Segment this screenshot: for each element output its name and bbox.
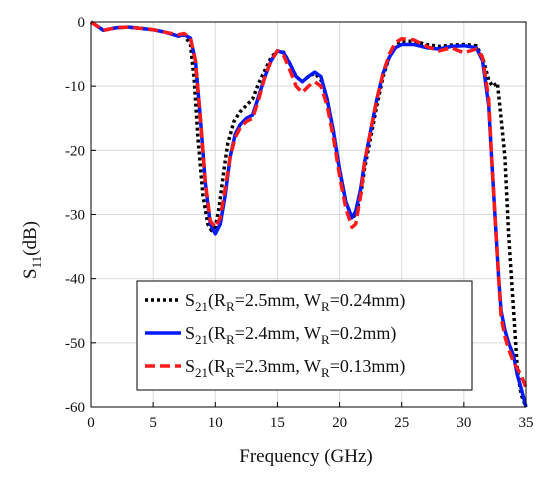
x-tick-label: 0 — [87, 415, 95, 431]
x-tick-label: 30 — [456, 415, 471, 431]
legend-text-part: R — [226, 299, 235, 314]
y-tick-label: -60 — [65, 400, 85, 416]
legend-text-part: (R — [208, 323, 226, 344]
legend-text-part: =2.3mm, W — [235, 356, 321, 376]
x-tick-label: 35 — [519, 415, 534, 431]
y-tick-label: -20 — [65, 143, 85, 159]
legend-text-part: =2.4mm, W — [235, 323, 321, 343]
legend-text-part: (R — [208, 356, 226, 377]
x-tick-label: 15 — [270, 415, 285, 431]
y-tick-label: -40 — [65, 272, 85, 288]
y-tick-label: -50 — [65, 336, 85, 352]
legend-text-part: R — [321, 365, 330, 380]
legend-text-part: R — [226, 332, 235, 347]
legend: S21(RR=2.5mm, WR=0.24mm)S21(RR=2.4mm, WR… — [136, 280, 473, 391]
tick-labels: 0 5 10 15 20 25 30 35 0 -10 -20 -30 -40 -50 -60 — [65, 15, 534, 431]
legend-text-part: R — [321, 332, 330, 347]
legend-text-part: =0.24mm) — [330, 290, 406, 311]
legend-entry-2: S21(RR=2.4mm, WR=0.2mm) — [185, 323, 396, 347]
y-axis-label-main: S — [20, 268, 41, 279]
y-axis-label-unit: (dB) — [20, 221, 41, 256]
series-line-3 — [90, 20, 528, 389]
legend-entry-3: S21(RR=2.3mm, WR=0.13mm) — [185, 356, 405, 380]
legend-text-part: =2.5mm, W — [235, 290, 321, 310]
series-lines — [90, 20, 528, 408]
y-tick-label: 0 — [78, 15, 86, 31]
legend-entry-1: S21(RR=2.5mm, WR=0.24mm) — [185, 290, 405, 314]
x-tick-label: 5 — [149, 415, 157, 431]
legend-text-part: 21 — [195, 299, 208, 314]
legend-text-part: S — [185, 323, 195, 343]
y-axis-label: S11(dB) — [20, 221, 44, 279]
y-tick-label: -10 — [65, 79, 85, 95]
x-tick-label: 10 — [208, 415, 223, 431]
legend-text-part: S — [185, 356, 195, 376]
legend-box — [136, 280, 473, 391]
legend-text-part: =0.13mm) — [330, 356, 406, 377]
y-axis-label-sub: 11 — [29, 256, 44, 269]
legend-text-part: 21 — [195, 332, 208, 347]
legend-text-part: R — [226, 365, 235, 380]
legend-text-part: 21 — [195, 365, 208, 380]
y-tick-label: -30 — [65, 208, 85, 224]
x-tick-label: 20 — [332, 415, 347, 431]
x-tick-label: 25 — [394, 415, 409, 431]
legend-text-part: (R — [208, 290, 226, 311]
legend-text-part: R — [321, 299, 330, 314]
legend-text-part: =0.2mm) — [330, 323, 397, 344]
legend-text-part: S — [185, 290, 195, 310]
x-axis-label: Frequency (GHz) — [239, 446, 372, 467]
